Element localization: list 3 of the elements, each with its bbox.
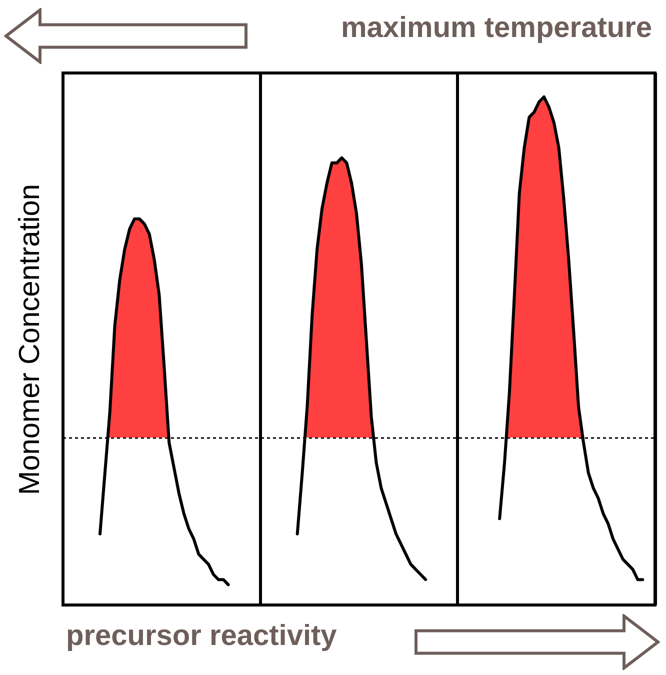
y-axis-title: Monomer Concentration: [14, 183, 47, 495]
text: precursor reactivity: [66, 620, 337, 653]
text: maximum temperature: [340, 12, 652, 45]
